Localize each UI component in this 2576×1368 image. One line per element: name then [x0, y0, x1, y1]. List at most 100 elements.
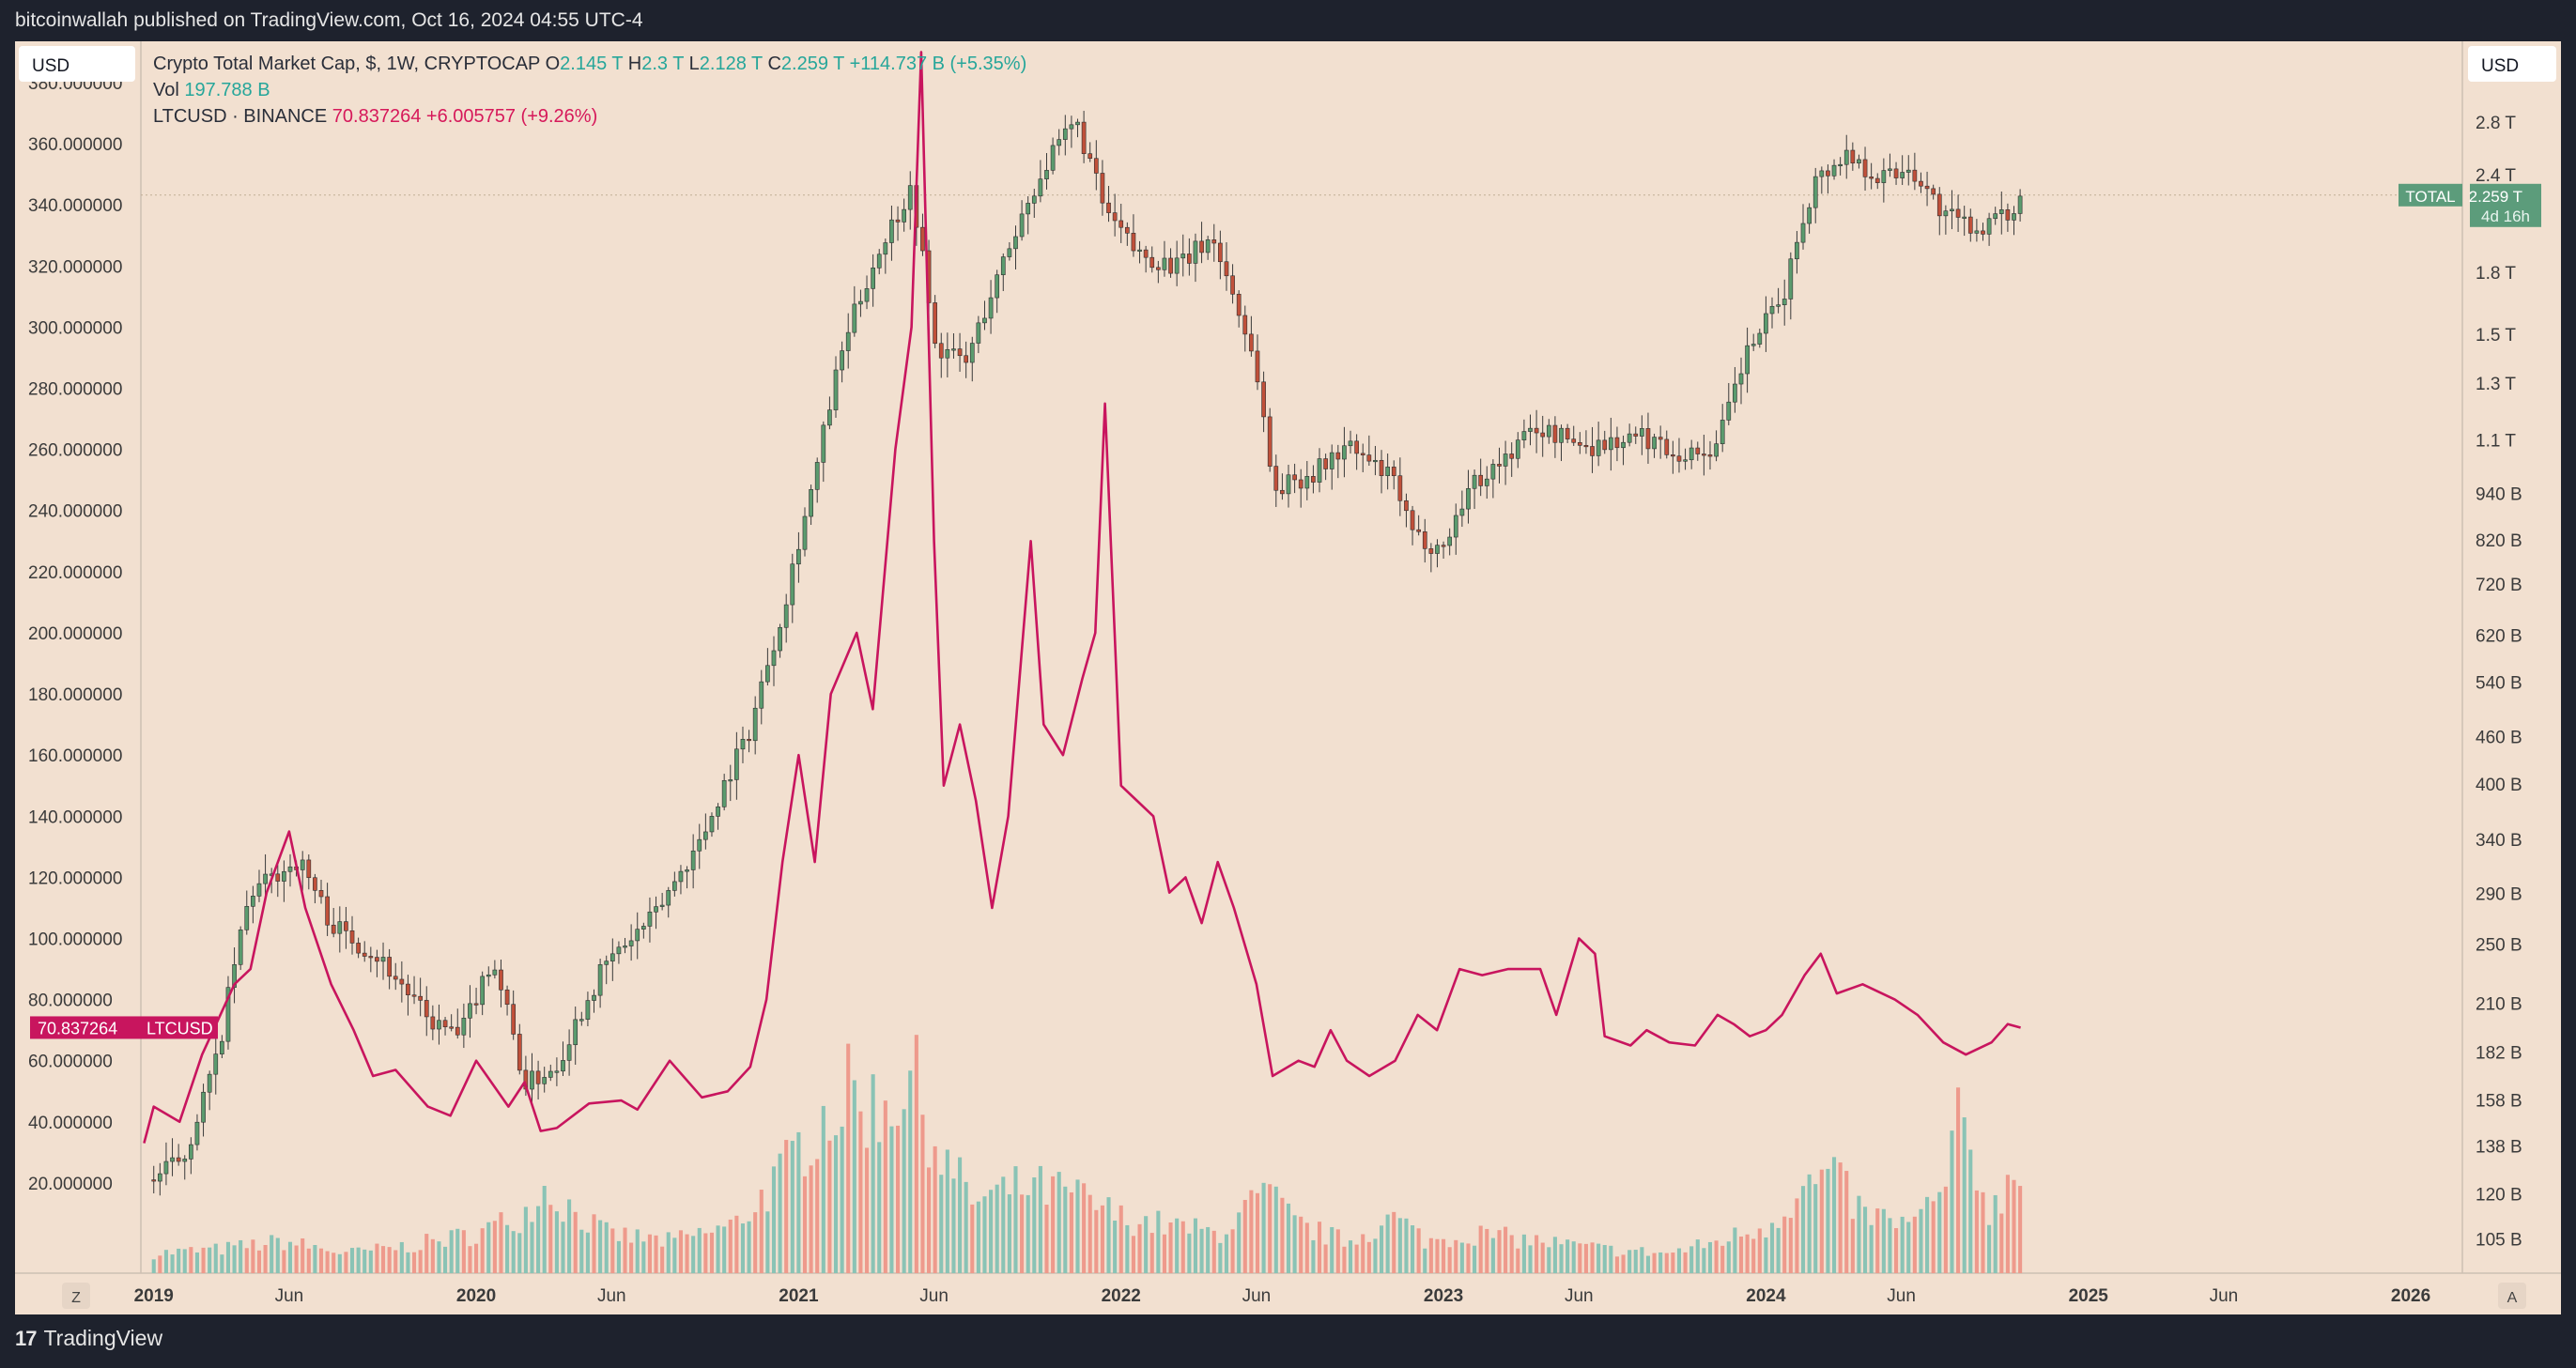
candle-body: [1478, 474, 1484, 486]
volume-bar: [294, 1245, 299, 1273]
volume-bar: [1974, 1190, 1979, 1273]
candle-body: [1162, 257, 1167, 270]
volume-bar: [852, 1080, 856, 1273]
volume-bar: [344, 1252, 348, 1273]
volume-bar: [778, 1153, 782, 1273]
candle-body: [176, 1157, 181, 1162]
volume-bar: [511, 1231, 516, 1273]
candle-body: [1931, 188, 1936, 195]
candle-body: [827, 409, 832, 426]
left-axis-tick-label: 80.000000: [28, 991, 113, 1011]
candle-body: [1087, 153, 1093, 160]
candle-body: [1211, 239, 1217, 244]
volume-bar: [585, 1232, 590, 1273]
volume-bar: [740, 1223, 746, 1273]
volume-bar: [505, 1224, 510, 1273]
candle-body: [1335, 452, 1341, 460]
candle-body: [1788, 258, 1794, 300]
candle-body: [690, 850, 696, 870]
total-price-badge: [2470, 183, 2541, 227]
candle-body: [1888, 168, 1892, 171]
volume-bar: [170, 1254, 175, 1273]
volume-bar: [709, 1232, 715, 1273]
left-unit-button[interactable]: USD: [19, 46, 135, 82]
volume-bar: [1504, 1226, 1508, 1273]
right-unit-button[interactable]: USD: [2468, 46, 2556, 82]
volume-bar: [827, 1140, 832, 1273]
candle-body: [1893, 168, 1899, 178]
candle-body: [1466, 487, 1471, 510]
volume-bar: [418, 1250, 423, 1273]
candle-body: [1751, 344, 1756, 346]
volume-bar: [1676, 1248, 1682, 1273]
candle-body: [1311, 476, 1316, 483]
volume-bar: [411, 1252, 417, 1273]
volume-bar: [542, 1186, 547, 1273]
candle-body: [201, 1091, 206, 1123]
candle-body: [282, 870, 286, 882]
candle-body: [449, 1026, 455, 1029]
candle-body: [1230, 275, 1235, 295]
candle-body: [1261, 381, 1266, 418]
candle-body: [424, 1000, 429, 1018]
volume-bar: [1547, 1247, 1551, 1273]
candle-body: [1062, 128, 1068, 140]
candle-body: [1905, 169, 1911, 173]
legend-segment: 2.128 T: [700, 54, 763, 74]
volume-bar: [1218, 1242, 1223, 1273]
volume-bar: [492, 1221, 497, 1273]
volume-bar: [958, 1157, 963, 1273]
left-axis-tick-label: 220.000000: [28, 563, 122, 583]
tradingview-brand[interactable]: 17 TradingView: [15, 1326, 162, 1351]
candle-body: [945, 348, 950, 359]
volume-bar: [2018, 1186, 2023, 1273]
candle-body: [976, 322, 981, 344]
volume-bar: [1156, 1210, 1161, 1273]
candle-body: [790, 563, 795, 606]
candle-body: [1397, 475, 1403, 501]
volume-bar: [722, 1226, 727, 1273]
volume-bar: [1906, 1222, 1911, 1273]
volume-bar: [765, 1211, 770, 1273]
volume-bar: [1614, 1256, 1619, 1273]
candle-body: [1645, 428, 1651, 450]
candle-body: [1224, 261, 1229, 277]
volume-bar: [325, 1251, 330, 1273]
volume-bar: [647, 1234, 652, 1273]
candle-body: [1738, 373, 1744, 385]
bar-countdown-label: 4d 16h: [2481, 208, 2530, 225]
volume-bar: [1999, 1213, 2004, 1273]
volume-bar: [989, 1190, 994, 1273]
volume-bar: [1411, 1225, 1415, 1273]
auto-scale-button[interactable]: A: [2498, 1283, 2526, 1309]
candle-body: [957, 348, 963, 357]
volume-bar: [1044, 1205, 1049, 1273]
volume-bar: [1497, 1230, 1502, 1273]
left-axis-tick-label: 60.000000: [28, 1053, 113, 1072]
volume-bar: [244, 1248, 249, 1273]
volume-bar: [1640, 1247, 1644, 1273]
candle-body: [1187, 254, 1192, 264]
volume-bar: [1001, 1176, 1006, 1273]
left-axis-tick-label: 320.000000: [28, 257, 122, 277]
volume-bar: [2012, 1179, 2016, 1273]
volume-bar: [263, 1245, 268, 1273]
volume-bar: [734, 1215, 739, 1273]
ltcusd-name-label: LTCUSD: [147, 1019, 213, 1038]
volume-bar: [964, 1181, 968, 1273]
volume-bar: [1888, 1218, 1892, 1273]
candle-body: [1664, 438, 1670, 455]
candle-body: [1044, 170, 1049, 179]
candle-body: [548, 1070, 553, 1078]
volume-bar: [1540, 1242, 1545, 1273]
volume-bar: [455, 1228, 460, 1273]
candle-body: [1826, 170, 1830, 177]
legend-segment: 197.788 B: [179, 80, 270, 100]
legend-segment: Vol: [153, 80, 179, 100]
candle-body: [244, 906, 250, 930]
volume-bar: [468, 1246, 472, 1273]
candle-body: [1540, 432, 1546, 438]
candle-body: [1000, 256, 1006, 276]
zoom-z-button[interactable]: Z: [62, 1283, 90, 1309]
